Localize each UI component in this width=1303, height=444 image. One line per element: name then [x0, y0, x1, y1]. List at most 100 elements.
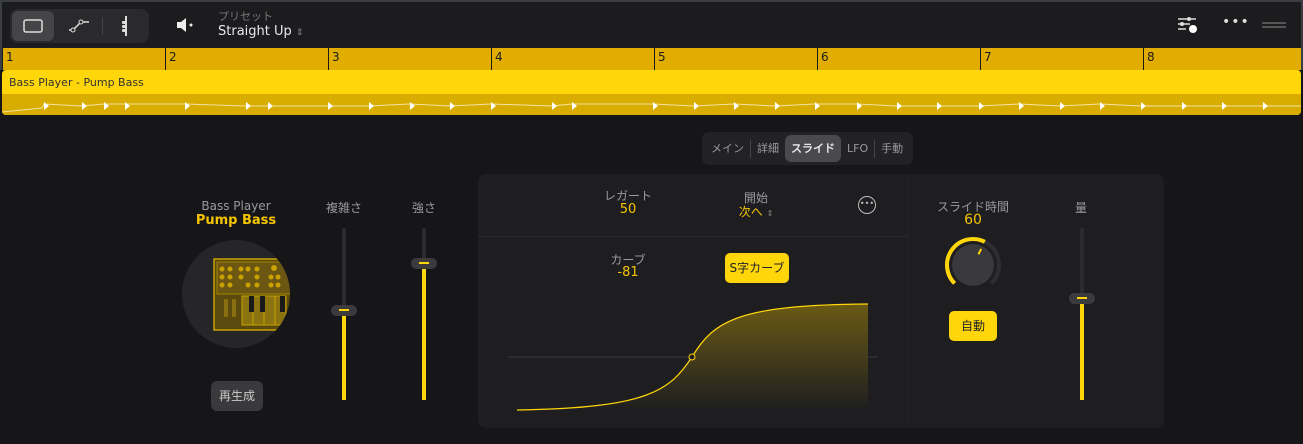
options-button[interactable]: •••: [858, 196, 876, 214]
tab-1[interactable]: 詳細: [757, 142, 779, 155]
slide-time-value: 60: [964, 212, 982, 228]
updown-icon: ⇕: [295, 28, 304, 38]
slider-thumb[interactable]: [331, 304, 357, 316]
note-marker: [1019, 102, 1024, 110]
preset-selector[interactable]: Straight Up ⇕: [218, 24, 303, 39]
view-mode-segment: [10, 9, 149, 43]
legato-value[interactable]: 50: [619, 202, 637, 217]
curve-graph[interactable]: [500, 290, 890, 420]
settings-button[interactable]: [1177, 16, 1199, 38]
amount-slider[interactable]: [1069, 228, 1095, 400]
bar-marker: 6: [817, 48, 829, 70]
intensity-label: 強さ: [411, 201, 436, 215]
start-label: 開始: [743, 191, 768, 205]
updown-icon: ⇕: [766, 209, 774, 218]
preset-label: プリセット: [218, 10, 273, 23]
note-marker: [410, 102, 415, 110]
bar-marker: 5: [654, 48, 666, 70]
note-marker: [125, 102, 130, 110]
note-marker: [552, 102, 557, 110]
note-marker: [1141, 102, 1146, 110]
note-marker: [653, 102, 658, 110]
note-marker: [44, 102, 49, 110]
intensity-slider[interactable]: [411, 228, 437, 400]
slider-fill: [342, 310, 346, 400]
preset-value: Straight Up: [218, 24, 292, 39]
instrument-image: [182, 240, 290, 348]
note-marker: [734, 102, 739, 110]
start-value: 次へ: [738, 205, 763, 219]
automation-button[interactable]: [58, 11, 100, 41]
synth-icon: [213, 258, 290, 331]
complexity-label: 複雑さ: [325, 201, 362, 215]
note-marker: [694, 102, 699, 110]
toolbar: プリセット Straight Up ⇕ •••: [0, 0, 1303, 48]
region-notes: [2, 102, 1301, 113]
note-marker: [897, 102, 902, 110]
note-marker: [369, 102, 374, 110]
region-view-icon: [23, 19, 43, 33]
note-marker: [1060, 102, 1065, 110]
note-marker: [82, 102, 87, 110]
speaker-button[interactable]: [176, 17, 194, 37]
note-marker: [450, 102, 455, 110]
bar-marker: 7: [980, 48, 992, 70]
curve-handle[interactable]: [688, 353, 696, 361]
auto-button[interactable]: 自動: [949, 311, 997, 341]
tab-4[interactable]: 手動: [881, 142, 904, 155]
slider-thumb[interactable]: [1069, 292, 1095, 304]
chord-icon: [122, 16, 127, 36]
ruler[interactable]: 1 2 3 4 5 6 7 8: [0, 48, 1303, 70]
note-marker: [104, 102, 109, 110]
slide-time-label: スライド時間: [936, 200, 1009, 214]
note-marker: [815, 102, 820, 110]
start-selector[interactable]: 次へ ⇕: [716, 203, 796, 220]
bar-marker: 1: [2, 48, 14, 70]
note-marker: [246, 102, 251, 110]
bar-marker: 3: [328, 48, 340, 70]
note-marker: [775, 102, 780, 110]
chord-button[interactable]: [104, 11, 146, 41]
note-marker: [857, 102, 862, 110]
note-marker: [1100, 102, 1105, 110]
regenerate-button[interactable]: 再生成: [211, 381, 263, 411]
complexity-slider[interactable]: [331, 228, 357, 400]
knob-arc: [945, 237, 986, 285]
curve-value[interactable]: -81: [617, 265, 639, 280]
note-marker: [1222, 102, 1227, 110]
tab-2[interactable]: スライド: [785, 135, 841, 162]
speaker-icon: [177, 18, 193, 32]
ellipsis-circle-icon: •••: [859, 199, 875, 208]
note-marker: [937, 102, 942, 110]
curve-type-button[interactable]: S字カーブ: [725, 253, 789, 283]
note-marker: [185, 102, 190, 110]
note-marker: [491, 102, 496, 110]
slide-time-knob[interactable]: [943, 235, 1003, 295]
more-button[interactable]: •••: [1222, 14, 1250, 30]
note-marker: [572, 102, 577, 110]
sliders-lock-icon: [1178, 17, 1197, 33]
slider-fill: [1080, 298, 1084, 400]
region-name: Bass Player - Pump Bass: [9, 76, 144, 89]
region-view-button[interactable]: [12, 11, 54, 41]
slider-thumb[interactable]: [411, 258, 437, 270]
tab-3[interactable]: LFO: [847, 142, 869, 155]
tab-0[interactable]: メイン: [711, 142, 744, 155]
player-name: Pump Bass: [195, 213, 277, 228]
note-marker: [979, 102, 984, 110]
bar-marker: 8: [1143, 48, 1155, 70]
region[interactable]: Bass Player - Pump Bass: [2, 70, 1301, 115]
automation-icon: [69, 19, 89, 33]
resize-handle[interactable]: [1262, 22, 1286, 28]
tab-bar: メイン 詳細 スライド LFO 手動: [702, 132, 913, 165]
player-title: Bass Player: [201, 199, 271, 213]
note-marker: [1182, 102, 1187, 110]
curve-label: カーブ: [610, 253, 646, 267]
legato-label: レガート: [603, 189, 652, 203]
slider-fill: [422, 264, 426, 400]
bar-marker: 4: [491, 48, 503, 70]
note-marker: [1263, 102, 1268, 110]
ellipsis-icon: •••: [1222, 14, 1250, 30]
note-marker: [328, 102, 333, 110]
note-marker: [268, 102, 273, 110]
